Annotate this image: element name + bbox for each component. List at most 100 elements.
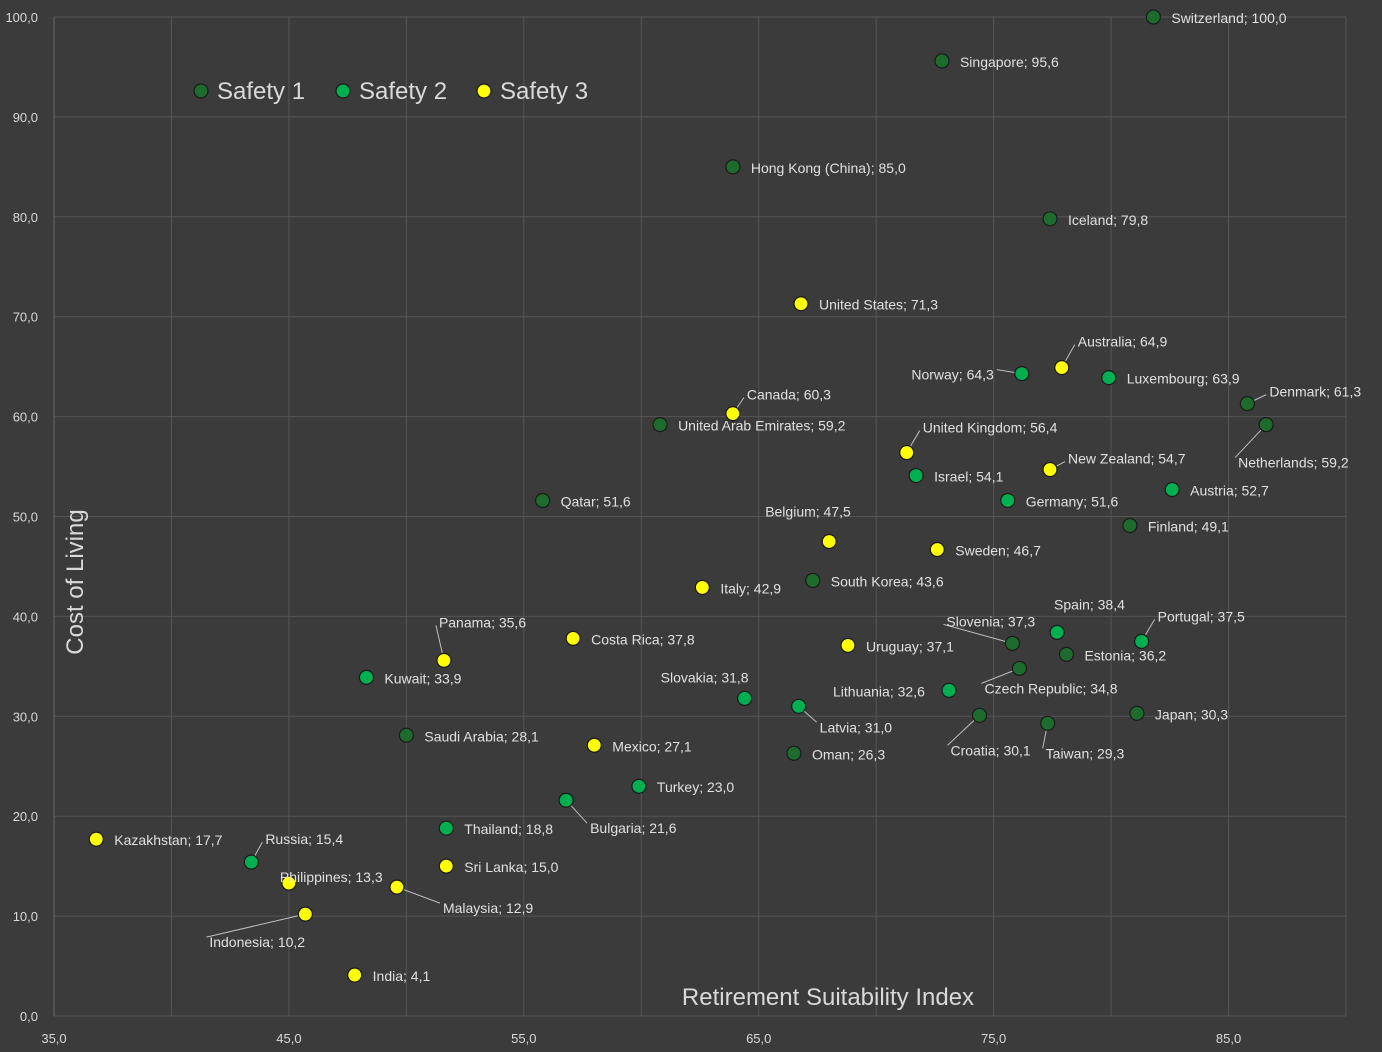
y-tick-label: 40,0 xyxy=(13,609,38,624)
data-point xyxy=(1122,517,1138,534)
point-label: Slovenia; 37,3 xyxy=(946,613,1035,629)
leader-line xyxy=(396,886,441,904)
point-label: Russia; 15,4 xyxy=(265,831,343,847)
point-label: Uruguay; 37,1 xyxy=(866,638,954,654)
data-point xyxy=(1058,646,1075,662)
point-label: Latvia; 31,0 xyxy=(820,719,893,735)
x-tick-label: 85,0 xyxy=(1216,1031,1241,1046)
point-label: Philippines; 13,3 xyxy=(280,869,383,885)
data-point xyxy=(631,778,647,794)
point-label: Japan; 30,3 xyxy=(1155,706,1228,722)
data-point xyxy=(1054,360,1070,376)
x-tick-label: 65,0 xyxy=(746,1031,771,1046)
data-point xyxy=(1049,624,1065,640)
data-point xyxy=(1042,211,1058,227)
data-point xyxy=(1000,492,1016,509)
data-point xyxy=(934,53,950,69)
legend-marker xyxy=(476,83,492,99)
point-label: Estonia; 36,2 xyxy=(1084,647,1166,663)
data-point xyxy=(1129,705,1145,721)
point-label: Turkey; 23,0 xyxy=(657,779,735,795)
x-axis-title: Retirement Suitability Index xyxy=(682,984,974,1011)
point-label: Kazakhstan; 17,7 xyxy=(114,832,222,848)
data-point xyxy=(786,745,802,761)
point-label: South Korea; 43,6 xyxy=(831,573,944,589)
data-point xyxy=(821,533,837,550)
y-tick-label: 100,0 xyxy=(5,10,38,25)
data-point xyxy=(436,652,452,668)
x-tick-label: 35,0 xyxy=(41,1031,66,1046)
y-tick-label: 20,0 xyxy=(13,809,38,824)
legend: Safety 1 Safety 2 Safety 3 xyxy=(193,78,588,105)
data-point xyxy=(438,820,454,836)
point-label: Panama; 35,6 xyxy=(439,614,526,630)
data-point xyxy=(908,467,924,484)
point-label: Switzerland; 100,0 xyxy=(1171,10,1286,26)
data-point xyxy=(438,858,454,874)
leader-line xyxy=(943,623,1013,644)
data-point xyxy=(929,541,945,558)
point-label: United States; 71,3 xyxy=(819,297,938,313)
data-point xyxy=(941,682,957,698)
data-point xyxy=(1134,633,1150,649)
data-point xyxy=(1164,481,1180,498)
point-label: United Kingdom; 56,4 xyxy=(923,420,1058,436)
data-point xyxy=(1145,9,1161,25)
point-label: Mexico; 27,1 xyxy=(612,738,692,754)
point-label: Croatia; 30,1 xyxy=(951,742,1031,758)
y-tick-label: 60,0 xyxy=(13,410,38,425)
point-label: Denmark; 61,3 xyxy=(1269,384,1361,400)
data-point xyxy=(558,792,574,808)
point-label: Lithuania; 32,6 xyxy=(833,683,925,699)
point-label: Saudi Arabia; 28,1 xyxy=(424,728,539,744)
data-point xyxy=(1258,416,1274,433)
point-label: Qatar; 51,6 xyxy=(561,494,631,510)
data-point xyxy=(725,406,741,422)
point-label: Bulgaria; 21,6 xyxy=(590,820,677,836)
leader-line xyxy=(206,913,306,938)
point-label: Norway; 64,3 xyxy=(911,367,994,383)
y-tick-label: 90,0 xyxy=(13,110,38,125)
point-label: Thailand; 18,8 xyxy=(464,821,553,837)
y-tick-label: 0,0 xyxy=(20,1009,38,1024)
data-point xyxy=(535,492,551,509)
point-label: Luxembourg; 63,9 xyxy=(1127,371,1240,387)
legend-marker xyxy=(335,83,351,99)
point-label: Oman; 26,3 xyxy=(812,746,885,762)
data-point xyxy=(1101,370,1117,386)
point-label: Italy; 42,9 xyxy=(720,580,781,596)
x-tick-label: 55,0 xyxy=(511,1031,536,1046)
data-point xyxy=(971,707,988,723)
point-label: Indonesia; 10,2 xyxy=(209,934,305,950)
point-label: Taiwan; 29,3 xyxy=(1046,745,1125,761)
data-point xyxy=(586,737,602,753)
data-point xyxy=(805,572,821,589)
point-label: Belgium; 47,5 xyxy=(765,503,851,519)
point-label: Canada; 60,3 xyxy=(747,387,831,403)
point-label: Finland; 49,1 xyxy=(1148,518,1229,534)
data-point xyxy=(347,967,363,983)
x-tick-label: 45,0 xyxy=(276,1031,301,1046)
point-label: Kuwait; 33,9 xyxy=(384,670,461,686)
leader-lines xyxy=(206,344,1267,938)
y-tick-label: 80,0 xyxy=(13,210,38,225)
point-label: Sri Lanka; 15,0 xyxy=(464,859,558,875)
data-point xyxy=(899,444,915,461)
data-point xyxy=(1014,366,1030,382)
point-label: Germany; 51,6 xyxy=(1026,494,1119,510)
data-point xyxy=(725,159,741,175)
point-label: Hong Kong (China); 85,0 xyxy=(751,160,906,176)
point-label: Malaysia; 12,9 xyxy=(443,900,533,916)
y-tick-label: 50,0 xyxy=(13,510,38,525)
data-point xyxy=(791,698,807,714)
data-points xyxy=(88,9,1274,983)
point-label: Australia; 64,9 xyxy=(1078,334,1168,350)
data-point xyxy=(1011,660,1028,676)
data-point xyxy=(1042,461,1058,478)
y-tick-label: 70,0 xyxy=(13,310,38,325)
data-point xyxy=(281,875,297,891)
point-label: United Arab Emirates; 59,2 xyxy=(678,418,846,434)
data-point xyxy=(737,690,753,706)
